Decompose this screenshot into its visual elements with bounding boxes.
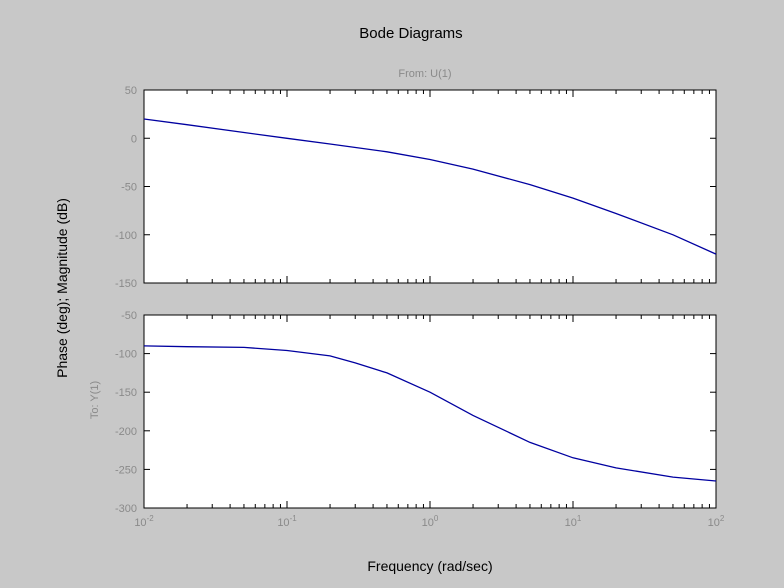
chart-title: Bode Diagrams bbox=[359, 25, 462, 42]
phase-plot-area bbox=[143, 314, 717, 509]
x-tick-label: 100 bbox=[422, 514, 439, 529]
phase-ytick-label: -200 bbox=[115, 426, 137, 438]
chart-subtitle: From: U(1) bbox=[398, 68, 451, 80]
magnitude-panel: 50 0 -50 -100 -150 bbox=[115, 85, 717, 290]
phase-ytick-label: -300 bbox=[115, 503, 137, 515]
output-label: To: Y(1) bbox=[89, 381, 101, 419]
phase-ytick-label: -250 bbox=[115, 464, 137, 476]
magnitude-ytick-label: 50 bbox=[125, 85, 137, 97]
magnitude-plot-area bbox=[143, 89, 717, 284]
magnitude-ytick-label: -50 bbox=[121, 182, 137, 194]
magnitude-ytick-label: 0 bbox=[131, 133, 137, 145]
phase-ytick-label: -150 bbox=[115, 387, 137, 399]
magnitude-ytick-label: -150 bbox=[115, 278, 137, 290]
x-tick-label: 10-2 bbox=[134, 514, 154, 529]
phase-ytick-label: -100 bbox=[115, 349, 137, 361]
plot-panels: 500-50-100-150-50-100-150-200-250-30010-… bbox=[115, 85, 725, 529]
y-axis-label: Phase (deg); Magnitude (dB) bbox=[54, 198, 70, 378]
magnitude-series-line bbox=[143, 118, 717, 255]
x-axis-label: Frequency (rad/sec) bbox=[367, 558, 492, 574]
x-tick-label: 10-1 bbox=[277, 514, 297, 529]
x-tick-label: 102 bbox=[708, 514, 725, 529]
magnitude-ytick-label: -100 bbox=[115, 230, 137, 242]
x-tick-label: 101 bbox=[565, 514, 582, 529]
phase-series-line bbox=[143, 345, 717, 482]
phase-panel: -50 -100 -150 -200 -250 -300 bbox=[115, 310, 717, 515]
phase-ytick-label: -50 bbox=[121, 310, 137, 322]
